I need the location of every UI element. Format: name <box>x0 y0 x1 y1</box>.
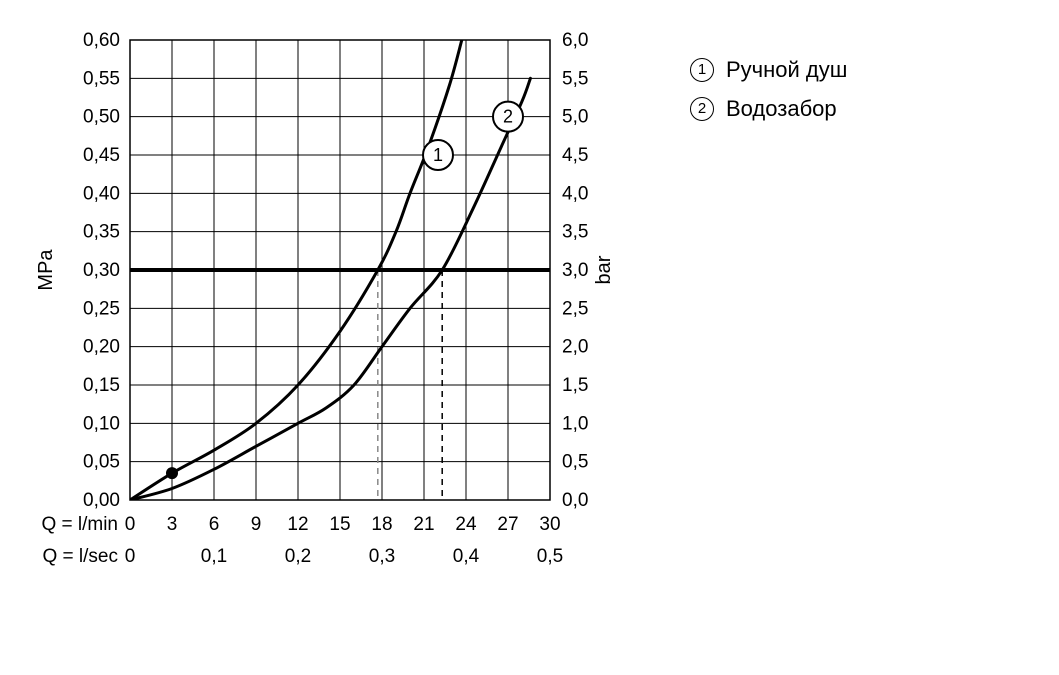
legend-badge-2: 2 <box>690 97 714 121</box>
svg-text:0,60: 0,60 <box>83 30 120 51</box>
legend-item: 2 Водозабор <box>690 91 847 126</box>
svg-text:6,0: 6,0 <box>562 30 588 51</box>
svg-text:bar: bar <box>593 255 615 284</box>
svg-text:0,40: 0,40 <box>83 183 120 204</box>
svg-text:0,45: 0,45 <box>83 145 120 166</box>
svg-text:0,55: 0,55 <box>83 68 120 89</box>
svg-text:2: 2 <box>503 107 513 127</box>
legend-badge-1: 1 <box>690 58 714 82</box>
svg-text:Q = l/min: Q = l/min <box>41 514 118 535</box>
svg-text:0,15: 0,15 <box>83 375 120 396</box>
svg-text:1: 1 <box>433 145 443 165</box>
svg-text:0,25: 0,25 <box>83 298 120 319</box>
svg-text:5,0: 5,0 <box>562 107 588 128</box>
legend-label: Водозабор <box>726 91 837 126</box>
svg-text:MPa: MPa <box>35 249 57 291</box>
svg-text:0,4: 0,4 <box>453 546 480 567</box>
svg-text:9: 9 <box>251 514 262 535</box>
svg-text:0,05: 0,05 <box>83 452 120 473</box>
svg-text:24: 24 <box>455 514 477 535</box>
svg-text:1,0: 1,0 <box>562 413 588 434</box>
svg-text:3,0: 3,0 <box>562 260 588 281</box>
pressure-flow-chart: 120,000,050,100,150,200,250,300,350,400,… <box>0 0 1059 675</box>
svg-text:3,5: 3,5 <box>562 222 588 243</box>
svg-text:0,50: 0,50 <box>83 107 120 128</box>
svg-text:5,5: 5,5 <box>562 68 588 89</box>
svg-text:6: 6 <box>209 514 220 535</box>
svg-text:4,0: 4,0 <box>562 183 588 204</box>
legend-item: 1 Ручной душ <box>690 52 847 87</box>
svg-text:0: 0 <box>125 514 136 535</box>
svg-text:4,5: 4,5 <box>562 145 588 166</box>
svg-text:27: 27 <box>497 514 518 535</box>
svg-text:3: 3 <box>167 514 178 535</box>
svg-text:Q = l/sec: Q = l/sec <box>43 546 119 567</box>
legend-label: Ручной душ <box>726 52 847 87</box>
svg-text:0,5: 0,5 <box>537 546 563 567</box>
svg-text:0,30: 0,30 <box>83 260 120 281</box>
svg-text:0,1: 0,1 <box>201 546 227 567</box>
svg-text:2,0: 2,0 <box>562 337 588 358</box>
svg-text:0,35: 0,35 <box>83 222 120 243</box>
svg-text:18: 18 <box>371 514 392 535</box>
svg-text:0,3: 0,3 <box>369 546 395 567</box>
svg-text:1,5: 1,5 <box>562 375 588 396</box>
svg-text:30: 30 <box>539 514 560 535</box>
svg-text:0,5: 0,5 <box>562 452 588 473</box>
svg-text:0,00: 0,00 <box>83 490 120 511</box>
svg-text:0,10: 0,10 <box>83 413 120 434</box>
svg-text:0,2: 0,2 <box>285 546 311 567</box>
svg-text:2,5: 2,5 <box>562 298 588 319</box>
svg-text:12: 12 <box>287 514 308 535</box>
svg-text:0: 0 <box>125 546 136 567</box>
svg-text:0,20: 0,20 <box>83 337 120 358</box>
svg-text:0,0: 0,0 <box>562 490 588 511</box>
legend: 1 Ручной душ 2 Водозабор <box>690 52 847 130</box>
svg-text:15: 15 <box>329 514 350 535</box>
svg-text:21: 21 <box>413 514 434 535</box>
